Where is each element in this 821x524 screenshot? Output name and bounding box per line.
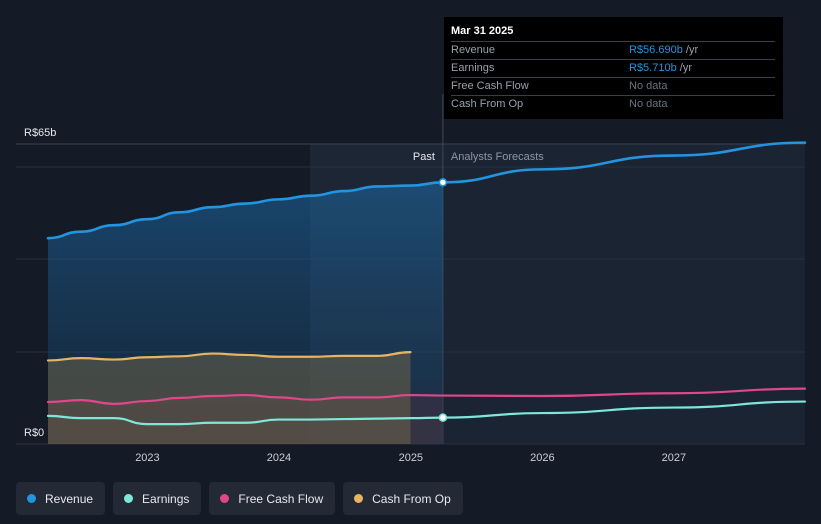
- tooltip-value: R$56.690b: [629, 44, 683, 56]
- tooltip-label: Earnings: [451, 62, 495, 74]
- x-axis-tick-label: 2023: [135, 452, 159, 464]
- y-axis-tick-label: R$65b: [24, 127, 56, 139]
- legend-label: Revenue: [45, 491, 94, 506]
- legend-label: Free Cash Flow: [238, 491, 324, 506]
- tooltip-label: Free Cash Flow: [451, 80, 529, 92]
- x-axis-tick-label: 2025: [399, 452, 423, 464]
- series-line-revenue: [46, 141, 807, 240]
- tooltip-row-earnings: Earnings R$5.710b /yr: [451, 59, 775, 77]
- hover-tooltip: Mar 31 2025 Revenue R$56.690b /yr Earnin…: [444, 17, 783, 119]
- legend-item-cash-from-op[interactable]: Cash From Op: [343, 482, 463, 515]
- forecast-background: [443, 144, 805, 444]
- analysts-forecasts-label: Analysts Forecasts: [451, 151, 544, 163]
- tooltip-unit: /yr: [685, 44, 699, 56]
- tooltip-value: R$5.710b: [629, 62, 677, 74]
- legend-item-revenue[interactable]: Revenue: [16, 482, 106, 515]
- legend-dot-icon: [27, 494, 36, 503]
- legend-item-free-cash-flow[interactable]: Free Cash Flow: [209, 482, 336, 515]
- tooltip-value: No data: [629, 80, 668, 92]
- tooltip-label: Cash From Op: [451, 98, 524, 110]
- legend-label: Cash From Op: [372, 491, 451, 506]
- data-point-marker: [438, 413, 448, 422]
- series-line-free-cash-flow: [46, 387, 807, 405]
- chart-legend: Revenue Earnings Free Cash Flow Cash Fro…: [16, 482, 463, 515]
- data-point-marker: [438, 178, 448, 187]
- tooltip-label: Revenue: [451, 44, 496, 56]
- tooltip-date: Mar 31 2025: [451, 25, 514, 37]
- legend-dot-icon: [220, 494, 230, 503]
- tooltip-row-cash-from-op: Cash From Op No data: [451, 95, 775, 113]
- legend-dot-icon: [124, 494, 134, 503]
- series-line-cash-from-op: [46, 351, 412, 362]
- legend-dot-icon: [354, 494, 364, 503]
- chart-area: R$65b R$0 2023 2024 2025 2026 2027 Past Analysts…: [16, 94, 807, 464]
- series-line-earnings: [46, 400, 807, 426]
- tooltip-value: No data: [629, 98, 668, 110]
- legend-item-earnings[interactable]: Earnings: [113, 482, 202, 515]
- x-axis-tick-label: 2027: [662, 452, 686, 464]
- area-cash-from-op: [48, 352, 411, 444]
- past-label: Past: [413, 151, 435, 163]
- x-axis-tick-label: 2026: [530, 452, 554, 464]
- x-axis-tick-label: 2024: [267, 452, 291, 464]
- y-axis-tick-label: R$0: [24, 427, 44, 439]
- tooltip-unit: /yr: [679, 62, 693, 74]
- legend-label: Earnings: [142, 491, 190, 506]
- tooltip-row-revenue: Revenue R$56.690b /yr: [451, 41, 775, 59]
- tooltip-row-free-cash-flow: Free Cash Flow No data: [451, 77, 775, 95]
